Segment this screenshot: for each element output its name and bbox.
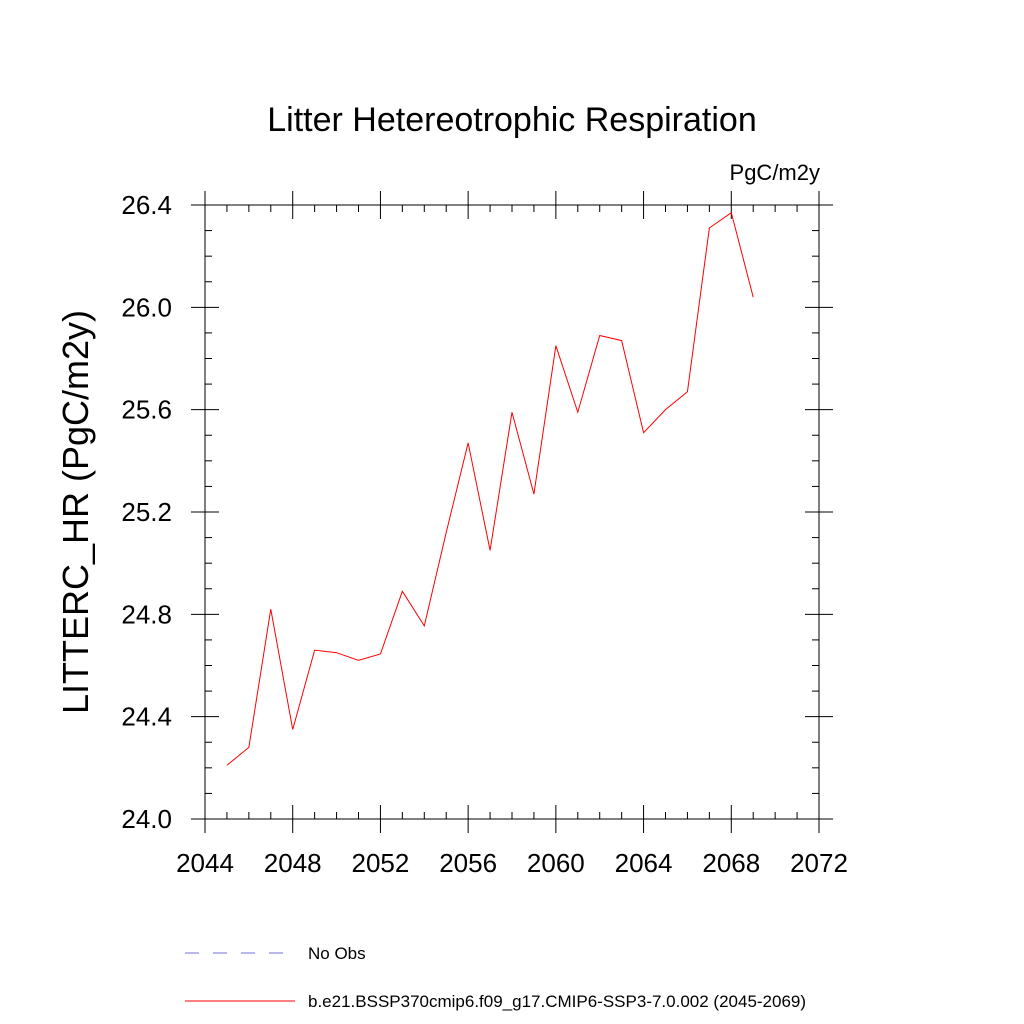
- y-tick-label: 26.4: [121, 190, 172, 220]
- y-tick-label: 24.0: [121, 804, 172, 834]
- x-tick-label: 2064: [615, 848, 673, 878]
- x-tick-label: 2048: [264, 848, 322, 878]
- series-line: [226, 211, 754, 766]
- series-lines: [226, 211, 754, 766]
- y-tick-label: 26.0: [121, 292, 172, 322]
- legend-label: b.e21.BSSP370cmip6.f09_g17.CMIP6-SSP3-7.…: [308, 992, 806, 1011]
- y-tick-label: 25.2: [121, 497, 172, 527]
- y-axis-label: LITTERC_HR (PgC/m2y): [55, 310, 96, 714]
- axis-ticks: [191, 191, 833, 833]
- legend: No Obs b.e21.BSSP370cmip6.f09_g17.CMIP6-S…: [185, 944, 806, 1011]
- x-tick-label: 2068: [702, 848, 760, 878]
- y-tick-label: 24.4: [121, 702, 172, 732]
- x-tick-label: 2052: [352, 848, 410, 878]
- x-tick-label: 2072: [790, 848, 848, 878]
- units-label: PgC/m2y: [730, 160, 820, 185]
- x-tick-label: 2060: [527, 848, 585, 878]
- tick-labels: 2044 2048 2052 2056 2060 2064 2068 2072 24.0 24.4…: [121, 190, 848, 878]
- y-tick-label: 24.8: [121, 599, 172, 629]
- y-tick-label: 25.6: [121, 395, 172, 425]
- plot-frame: [204, 204, 820, 820]
- x-tick-label: 2044: [176, 848, 234, 878]
- chart-title: Litter Hetereotrophic Respiration: [267, 101, 756, 139]
- x-tick-label: 2056: [439, 848, 497, 878]
- legend-label: No Obs: [308, 944, 366, 963]
